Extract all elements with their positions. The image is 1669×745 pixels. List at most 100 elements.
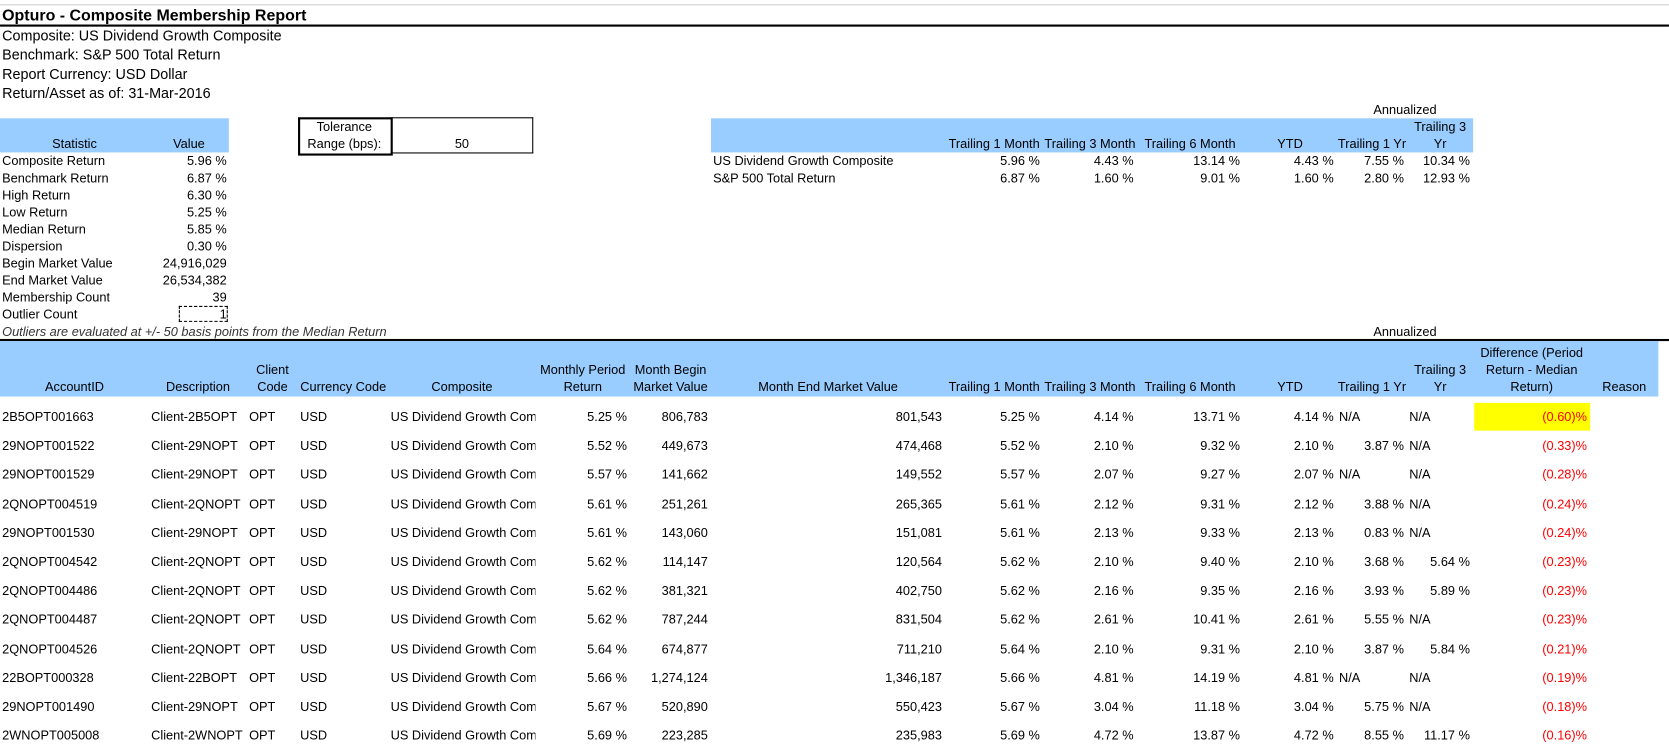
tolerance-label-box [298, 117, 393, 156]
detail-value: 11.17 % [1424, 728, 1470, 744]
detail-value: 5.61 % [1000, 525, 1040, 541]
detail-value: 5.62 % [587, 554, 627, 570]
detail-value: 2.10 % [1293, 554, 1334, 570]
detail-header: AccountID [45, 379, 104, 395]
detail-value: USD [300, 728, 328, 744]
detail-value: 5.61 % [587, 525, 627, 541]
detail-value: 550,423 [895, 699, 942, 715]
annualized-label: Annualized [1373, 102, 1437, 118]
detail-header: Month Begin Market Value [633, 362, 708, 395]
detail-value: 3.87 % [1364, 438, 1404, 454]
detail-value: Client-29NOPT [151, 467, 238, 483]
section-rule [0, 338, 1669, 342]
detail-value: 5.55 % [1364, 612, 1404, 628]
detail-value: 1,274,124 [650, 670, 708, 686]
detail-value: 14.19 % [1193, 670, 1241, 686]
summary-value: 4.43 % [1093, 153, 1134, 169]
detail-value: 9.33 % [1200, 525, 1241, 541]
difference-value: (0.21)% [1542, 641, 1588, 657]
detail-value: 5.66 % [1000, 670, 1040, 686]
detail-value: USD [300, 670, 328, 686]
detail-value: 5.84 % [1430, 641, 1470, 657]
summary-value: 9.01 % [1200, 170, 1241, 186]
detail-value: 5.62 % [1000, 612, 1040, 628]
stat-label: Outlier Count [2, 306, 78, 322]
detail-value: 2.10 % [1293, 438, 1334, 454]
summary-value: 4.43 % [1293, 153, 1334, 169]
detail-value: 5.25 % [1000, 409, 1040, 425]
detail-value: 235,983 [895, 728, 942, 744]
detail-value: USD [300, 641, 328, 657]
difference-value: (0.23)% [1542, 583, 1588, 599]
detail-value: 2.10 % [1293, 641, 1334, 657]
detail-value: 5.67 % [1000, 699, 1040, 715]
detail-header: Trailing 6 Month [1144, 379, 1236, 395]
detail-value: 265,365 [895, 496, 942, 512]
detail-value: 2.12 % [1293, 496, 1334, 512]
detail-value: OPT [249, 612, 276, 628]
stat-label: End Market Value [2, 272, 103, 288]
detail-value: N/A [1409, 467, 1431, 483]
stat-value: 6.30 % [186, 187, 227, 203]
detail-value: Client-2QNOPT [151, 496, 241, 512]
detail-value: US Dividend Growth Com [390, 728, 536, 744]
detail-value: 2.10 % [1093, 554, 1134, 570]
detail-value: 8.55 % [1364, 728, 1404, 744]
stat-value: 26,534,382 [162, 272, 227, 288]
detail-value: 9.35 % [1200, 583, 1241, 599]
detail-value: 114,147 [662, 554, 708, 570]
detail-value: 2.13 % [1293, 525, 1334, 541]
detail-header-band [0, 341, 1659, 397]
summary-value: 1.60 % [1293, 170, 1334, 186]
detail-value: 806,783 [661, 409, 708, 425]
summary-name: US Dividend Growth Composite [713, 153, 894, 169]
detail-value: 2WNOPT005008 [2, 728, 100, 744]
detail-value: N/A [1409, 438, 1431, 454]
detail-value: 22BOPT000328 [2, 670, 94, 686]
detail-value: USD [300, 496, 328, 512]
detail-value: 2.16 % [1093, 583, 1134, 599]
detail-value: 5.64 % [1000, 641, 1040, 657]
summary-header: YTD [1277, 136, 1303, 152]
detail-value: OPT [249, 438, 276, 454]
detail-value: 5.62 % [587, 612, 627, 628]
summary-name: S&P 500 Total Return [713, 170, 836, 186]
detail-value: 13.71 % [1193, 409, 1241, 425]
detail-value: 801,543 [895, 409, 942, 425]
detail-value: 5.62 % [1000, 583, 1040, 599]
detail-value: Client-29NOPT [151, 699, 238, 715]
detail-value: 381,321 [661, 583, 708, 599]
stat-value: 5.85 % [186, 221, 227, 237]
report-title: Opturo - Composite Membership Report [2, 6, 307, 25]
detail-value: US Dividend Growth Com [390, 554, 536, 570]
detail-value: 5.66 % [587, 670, 627, 686]
header-line: Return/Asset as of: 31-Mar-2016 [2, 85, 211, 102]
detail-value: 5.61 % [587, 496, 627, 512]
detail-value: 4.81 % [1093, 670, 1134, 686]
detail-value: 2.07 % [1093, 467, 1134, 483]
detail-value: OPT [249, 554, 276, 570]
detail-value: N/A [1339, 409, 1361, 425]
detail-value: 151,081 [895, 525, 942, 541]
summary-header: Trailing 3 Month [1044, 136, 1136, 152]
detail-header: Trailing 1 Month [948, 379, 1040, 395]
detail-value: OPT [249, 583, 276, 599]
detail-value: USD [300, 438, 328, 454]
detail-header: Description [166, 379, 230, 395]
detail-value: USD [300, 467, 328, 483]
detail-value: 9.31 % [1200, 496, 1241, 512]
detail-header: Difference (Period Return - Median Retur… [1480, 345, 1584, 395]
detail-value: 5.69 % [1000, 728, 1040, 744]
stat-label: Median Return [2, 221, 86, 237]
detail-value: US Dividend Growth Com [390, 699, 536, 715]
detail-value: Client-29NOPT [151, 438, 238, 454]
detail-value: 143,060 [661, 525, 708, 541]
stats-header-band [0, 118, 229, 153]
detail-value: US Dividend Growth Com [390, 641, 536, 657]
detail-value: N/A [1339, 467, 1361, 483]
detail-value: 10.41 % [1193, 612, 1241, 628]
detail-value: US Dividend Growth Com [390, 525, 536, 541]
detail-value: 120,564 [895, 554, 942, 570]
detail-value: 141,662 [661, 467, 708, 483]
